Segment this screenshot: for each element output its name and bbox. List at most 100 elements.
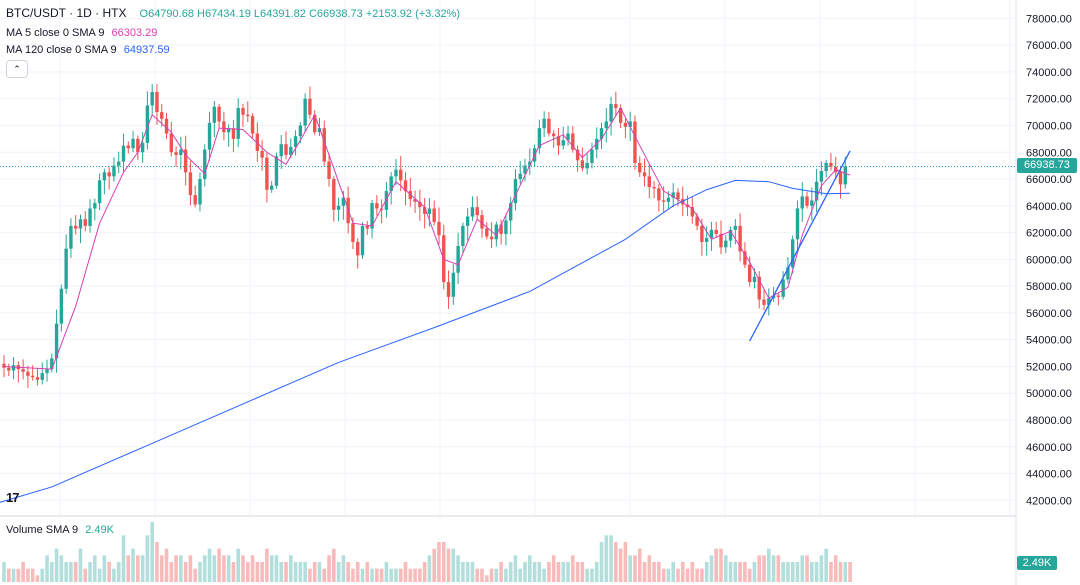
candle-body [508,203,513,221]
tradingview-logo-icon[interactable]: 17 [6,490,19,505]
volume-bar [528,555,532,582]
candle-body [21,369,25,372]
ma5-legend[interactable]: MA 5 close 0 SMA 9 66303.29 [6,27,157,39]
volume-bar [441,542,446,582]
ma5-legend-value: 66303.29 [111,27,158,39]
chevron-up-icon[interactable]: ⌃ [6,60,28,78]
volume-bar [733,562,738,582]
candle-body [757,276,761,300]
volume-bar [575,562,580,582]
volume-bar [355,562,360,582]
candle-body [571,133,575,150]
candle-body [575,149,580,161]
volume-bar [470,562,475,582]
volume-bar [394,568,398,582]
volume-bar [451,548,456,582]
volume-bar [398,568,403,582]
candle-body [54,323,59,359]
candle-body [246,114,250,117]
candle-body [776,295,781,297]
volume-bar [69,562,73,582]
candle-body [614,104,618,109]
candle-body [470,207,475,217]
volume-bar [375,568,379,582]
volume-bar [50,562,54,582]
candle-body [102,172,107,181]
volume-bar [537,562,542,582]
candle-body [40,373,44,380]
volume-bar [140,555,145,582]
volume-bar [418,568,422,582]
volume-legend[interactable]: Volume SMA 9 2.49K [6,524,114,536]
candle-body [389,176,393,192]
candle-body [35,377,40,380]
candle-body [217,106,221,122]
volume-bar [164,548,169,582]
candle-body [50,358,54,370]
volume-bar [604,535,609,582]
candle-body [212,106,217,123]
volume-bar [293,562,298,582]
candle-body [422,207,427,214]
volume-bar [786,562,790,582]
candle-body [74,225,78,229]
symbol-legend[interactable]: BTC/USDT · 1D · HTX O64790.68 H67434.19 … [6,6,460,20]
volume-bar [64,562,68,582]
candle-body [752,276,757,283]
ma5-legend-label[interactable]: MA 5 close 0 SMA 9 [6,27,105,39]
volume-bar [709,555,714,582]
trendline[interactable] [749,150,851,342]
volume-bar [351,568,355,582]
volume-bar [30,568,35,582]
volume-bar [179,555,183,582]
candle-body [375,203,379,209]
volume-bar [752,562,757,582]
candle-body [547,118,551,134]
volume-bar [637,548,642,582]
volume-bar [824,548,828,582]
volume-bar [384,562,389,582]
volume-bar [680,562,685,582]
volume-bar [781,562,785,582]
candle-body [480,215,484,229]
volume-bar [657,562,661,582]
volume-bar [73,562,78,582]
volume-bar [571,555,575,582]
candle-body [198,179,202,205]
candle-body [150,92,154,106]
volume-bar [303,562,307,582]
volume-bar [695,568,699,582]
candle-body [322,128,326,162]
candle-body [413,199,417,202]
candle-body [518,173,522,180]
candle-body [207,122,212,150]
candle-body [97,180,102,204]
volume-bar [714,548,719,582]
symbol-title[interactable]: BTC/USDT · 1D · HTX [6,6,127,20]
candle-body [145,105,150,143]
volume-bar [690,562,695,582]
candle-body [504,220,508,234]
volume-bar [504,568,508,582]
candle-body [743,251,747,265]
volume-bar [169,562,174,582]
volume-bar [207,548,212,582]
price-axis[interactable]: 42000.00 44000.00 46000.00 48000.00 50000.00… [1026,13,1072,507]
volume-bar [465,562,470,582]
volume-bar [54,548,59,582]
volume-bar [112,568,116,582]
price-tick-label: 62000.00 [1026,228,1072,240]
candle-body [336,205,341,210]
volume-bar [298,562,303,582]
volume-bar [21,562,25,582]
volume-bar [250,555,255,582]
candle-body [461,225,465,246]
volume-legend-label[interactable]: Volume SMA 9 [6,524,79,536]
ma120-legend-label[interactable]: MA 120 close 0 SMA 9 [6,44,117,56]
volume-bar [183,562,188,582]
ma5-line [3,107,851,370]
volume-bar [671,562,675,582]
ma120-legend[interactable]: MA 120 close 0 SMA 9 64937.59 [6,44,170,56]
volume-bar [819,555,824,582]
